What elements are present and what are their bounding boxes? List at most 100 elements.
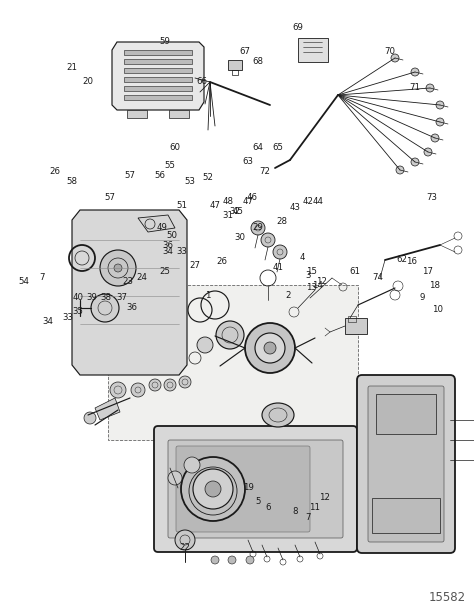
Text: 42: 42 [302, 198, 313, 206]
Text: 3: 3 [305, 271, 311, 280]
Text: 65: 65 [273, 143, 283, 152]
Text: 6: 6 [265, 504, 271, 512]
Ellipse shape [228, 556, 236, 564]
Text: 51: 51 [176, 201, 188, 209]
Text: 62: 62 [396, 255, 408, 264]
Text: 56: 56 [155, 171, 165, 179]
Ellipse shape [411, 158, 419, 166]
Ellipse shape [261, 233, 275, 247]
Text: 25: 25 [159, 267, 171, 277]
Ellipse shape [411, 68, 419, 76]
Ellipse shape [91, 294, 119, 322]
Text: 2: 2 [285, 291, 291, 299]
Text: 7: 7 [39, 274, 45, 283]
FancyBboxPatch shape [357, 375, 455, 553]
Text: 22: 22 [180, 543, 191, 553]
Text: 74: 74 [373, 274, 383, 283]
Text: 5: 5 [255, 498, 261, 507]
Bar [372, 498, 440, 533]
Text: 43: 43 [290, 204, 301, 212]
Ellipse shape [197, 337, 213, 353]
Text: 39: 39 [87, 294, 98, 302]
Ellipse shape [193, 469, 233, 509]
Text: 50: 50 [166, 231, 177, 239]
Text: 41: 41 [273, 264, 283, 272]
Bar [345, 318, 367, 334]
Text: 32: 32 [229, 207, 240, 217]
Text: 35: 35 [73, 307, 83, 316]
Text: 73: 73 [427, 193, 438, 203]
Text: 40: 40 [73, 294, 83, 302]
Text: 12: 12 [317, 277, 328, 286]
Text: 47: 47 [243, 198, 254, 206]
Text: 68: 68 [253, 58, 264, 67]
Text: 1: 1 [205, 291, 211, 299]
Ellipse shape [396, 166, 404, 174]
Ellipse shape [436, 118, 444, 126]
Bar [124, 50, 192, 55]
Bar [124, 59, 192, 64]
Ellipse shape [264, 342, 276, 354]
Text: 14: 14 [312, 280, 323, 289]
Ellipse shape [131, 383, 145, 397]
Text: 24: 24 [137, 274, 147, 283]
Ellipse shape [436, 101, 444, 109]
Text: 36: 36 [163, 241, 173, 250]
Ellipse shape [431, 134, 439, 142]
Ellipse shape [168, 471, 182, 485]
Text: 13: 13 [307, 283, 318, 293]
Text: 29: 29 [253, 223, 264, 233]
Ellipse shape [391, 54, 399, 62]
Ellipse shape [110, 382, 126, 398]
Text: 48: 48 [222, 198, 234, 206]
Polygon shape [112, 42, 204, 110]
Bar [124, 68, 192, 73]
Ellipse shape [426, 84, 434, 92]
Ellipse shape [255, 333, 285, 363]
Text: 45: 45 [233, 207, 244, 217]
Text: 63: 63 [243, 157, 254, 166]
Text: 69: 69 [292, 23, 303, 32]
Text: 71: 71 [410, 83, 420, 92]
Text: 19: 19 [243, 483, 254, 493]
Text: 33: 33 [176, 247, 188, 256]
Text: 44: 44 [312, 198, 323, 206]
Text: 38: 38 [100, 294, 111, 302]
Text: 18: 18 [429, 280, 440, 289]
Ellipse shape [184, 457, 200, 473]
Text: 17: 17 [422, 267, 434, 277]
Ellipse shape [100, 250, 136, 286]
Text: 27: 27 [190, 261, 201, 269]
Text: 15582: 15582 [429, 591, 466, 604]
Text: 12: 12 [319, 493, 330, 502]
Ellipse shape [211, 556, 219, 564]
Text: 34: 34 [163, 247, 173, 256]
Ellipse shape [179, 376, 191, 388]
Text: 67: 67 [239, 48, 250, 56]
Text: 10: 10 [432, 305, 444, 315]
Text: 61: 61 [349, 267, 361, 277]
Ellipse shape [149, 379, 161, 391]
FancyBboxPatch shape [154, 426, 357, 552]
Bar [232, 70, 238, 75]
Bar [124, 77, 192, 82]
Text: 59: 59 [160, 37, 171, 47]
Text: 15: 15 [307, 267, 318, 277]
Ellipse shape [181, 457, 245, 521]
Ellipse shape [246, 556, 254, 564]
Polygon shape [298, 38, 328, 62]
Text: 64: 64 [253, 143, 264, 152]
Ellipse shape [216, 321, 244, 349]
Text: 53: 53 [184, 177, 195, 187]
Text: 21: 21 [66, 64, 78, 72]
Text: 30: 30 [235, 234, 246, 242]
Ellipse shape [84, 412, 96, 424]
Bar [376, 394, 436, 434]
Text: 11: 11 [310, 504, 320, 512]
Text: 54: 54 [18, 277, 29, 286]
Text: 16: 16 [407, 258, 418, 266]
Bar [169, 110, 189, 118]
Text: 52: 52 [202, 173, 213, 182]
Ellipse shape [175, 530, 195, 550]
Text: 26: 26 [49, 168, 61, 176]
